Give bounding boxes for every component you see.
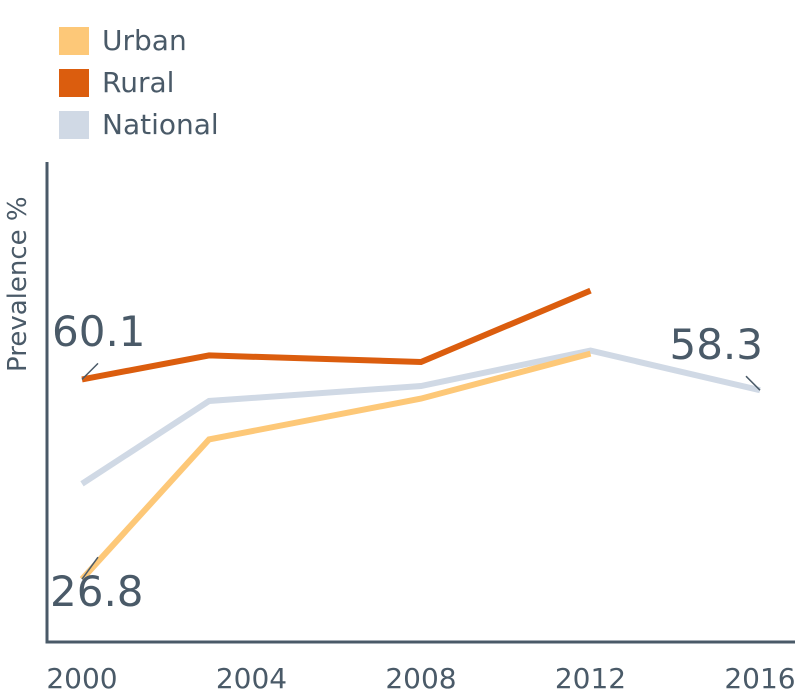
x-axis-ticks: 2000 2004 2008 2012 2016	[46, 662, 795, 695]
legend-swatch-rural	[59, 69, 89, 97]
x-tick-label-2016: 2016	[724, 662, 795, 695]
legend: Urban Rural National	[59, 24, 219, 141]
leader-line-rural	[81, 362, 99, 380]
legend-label-urban: Urban	[102, 24, 187, 57]
data-label-rural-2000: 60.1	[52, 307, 146, 356]
x-tick-label-2008: 2008	[385, 662, 456, 695]
series-line-rural	[81, 287, 592, 383]
axes: Prevalence %	[3, 162, 795, 644]
data-labels: 60.1 26.8 58.3	[50, 307, 763, 616]
x-tick-label-2004: 2004	[216, 662, 287, 695]
legend-swatch-urban	[59, 27, 89, 55]
x-tick-label-2012: 2012	[555, 662, 626, 695]
y-axis-title: Prevalence %	[3, 196, 33, 372]
data-label-urban-2000: 26.8	[50, 567, 144, 616]
legend-label-rural: Rural	[102, 66, 174, 99]
data-label-national-2016: 58.3	[669, 320, 763, 369]
plot-area	[79, 287, 761, 582]
x-tick-label-2000: 2000	[46, 662, 117, 695]
leader-line-national	[745, 375, 761, 391]
series-line-urban	[79, 350, 592, 582]
series-line-national	[80, 347, 761, 487]
leader-line-urban	[81, 556, 99, 580]
legend-swatch-national	[59, 111, 89, 139]
legend-label-national: National	[102, 108, 219, 141]
